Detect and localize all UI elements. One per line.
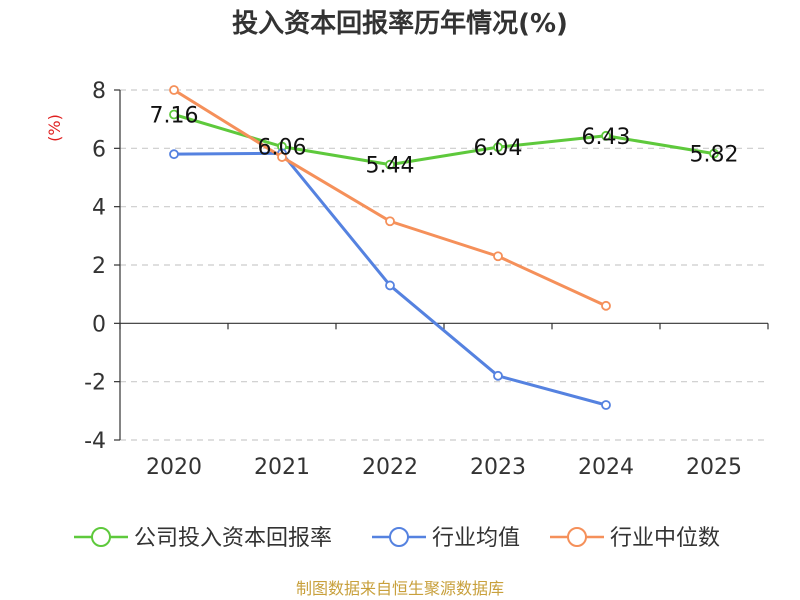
data-label: 5.44 — [366, 154, 415, 179]
series-company — [169, 109, 719, 170]
data-point[interactable] — [277, 152, 287, 162]
x-tick-label: 2023 — [470, 455, 526, 480]
data-label: 6.43 — [582, 125, 631, 150]
series-industry-avg — [169, 148, 611, 410]
data-point[interactable] — [493, 251, 503, 262]
legend-swatch-marker — [389, 527, 409, 547]
x-axis-ticks: 2020 2021 2022 2023 2024 2025 — [119, 323, 769, 480]
data-point[interactable] — [709, 148, 719, 159]
y-tick-label: 0 — [92, 312, 106, 337]
legend-item-industry-avg[interactable]: 行业均值 — [372, 526, 520, 551]
x-tick-label: 2025 — [686, 455, 742, 480]
data-label: 5.82 — [690, 143, 739, 168]
y-tick-label: 6 — [92, 137, 106, 162]
legend-label: 公司投入资本回报率 — [134, 526, 332, 551]
data-point[interactable] — [169, 109, 179, 120]
series-line — [173, 151, 607, 407]
chart-title: 投入资本回报率历年情况(%) — [232, 8, 568, 39]
series-industry-median — [169, 85, 611, 311]
y-axis-ticks: 8 6 4 2 0 -2 -4 — [84, 79, 120, 454]
data-labels: 7.16 6.06 5.44 6.04 6.43 5.82 — [150, 104, 739, 179]
series-line — [173, 113, 715, 167]
data-point[interactable] — [493, 370, 503, 381]
x-tick-label: 2022 — [362, 455, 418, 480]
x-tick-label: 2020 — [146, 455, 202, 480]
data-label: 6.04 — [474, 136, 523, 161]
y-tick-label: -4 — [84, 429, 106, 454]
source-note: 制图数据来自恒生聚源数据库 — [296, 579, 504, 598]
legend-label: 行业均值 — [432, 526, 520, 551]
y-tick-label: -2 — [84, 371, 106, 396]
legend-item-company[interactable]: 公司投入资本回报率 — [74, 526, 332, 551]
x-tick-label: 2024 — [578, 455, 634, 480]
series-layer — [169, 85, 719, 410]
data-label: 7.16 — [150, 104, 199, 129]
series-line — [173, 88, 607, 308]
grid — [120, 89, 768, 441]
data-point[interactable] — [385, 216, 395, 227]
data-label: 6.06 — [258, 136, 307, 161]
legend-label: 行业中位数 — [610, 526, 720, 551]
y-tick-label: 4 — [92, 196, 106, 221]
data-point[interactable] — [169, 149, 179, 160]
legend-swatch-marker — [91, 527, 111, 547]
y-axis-unit-label: (%) — [45, 114, 64, 142]
x-tick-label: 2021 — [254, 455, 310, 480]
data-point[interactable] — [385, 159, 395, 170]
data-point[interactable] — [169, 85, 179, 95]
legend-item-industry-median[interactable]: 行业中位数 — [550, 526, 720, 551]
data-point[interactable] — [601, 130, 611, 141]
legend-swatch-marker — [567, 527, 587, 547]
data-point[interactable] — [493, 142, 503, 153]
y-tick-label: 8 — [92, 79, 106, 104]
y-tick-label: 2 — [92, 254, 106, 279]
data-point[interactable] — [385, 280, 395, 291]
data-point[interactable] — [601, 300, 611, 311]
data-point[interactable] — [601, 400, 611, 410]
legend: 公司投入资本回报率 行业均值 行业中位数 — [74, 526, 720, 551]
